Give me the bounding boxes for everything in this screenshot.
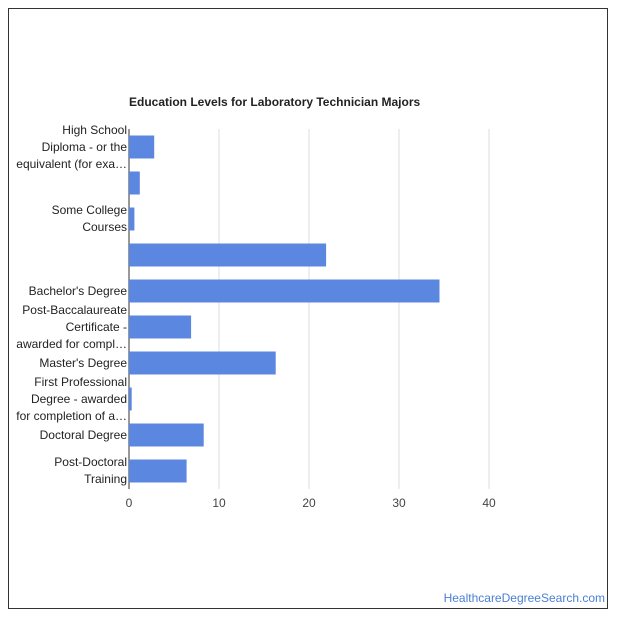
bar[interactable] bbox=[129, 207, 135, 231]
x-tick-label: 10 bbox=[212, 496, 226, 510]
category-label-line: Degree - awarded bbox=[30, 391, 127, 406]
category-label-line: for completion of a… bbox=[16, 408, 127, 423]
bar[interactable] bbox=[129, 387, 132, 411]
category-label: First Professional Degree - awarded for co… bbox=[0, 374, 127, 425]
chart-frame bbox=[8, 8, 608, 609]
source-link[interactable]: HealthcareDegreeSearch.com bbox=[443, 591, 605, 605]
category-label-line: Bachelor's Degree bbox=[28, 283, 127, 298]
category-label: Doctoral Degree bbox=[0, 427, 127, 444]
category-label-line: First Professional bbox=[34, 374, 127, 389]
category-label-line: Master's Degree bbox=[39, 355, 127, 370]
category-label-line: Post-Baccalaureate bbox=[22, 302, 127, 317]
bars bbox=[129, 135, 440, 483]
category-label-line: Some College bbox=[51, 203, 127, 217]
category-label: Master's Degree bbox=[0, 355, 127, 372]
bar[interactable] bbox=[129, 279, 440, 303]
bar[interactable] bbox=[129, 423, 204, 447]
category-label-line: Diploma - or the bbox=[41, 139, 127, 154]
category-label-line: Certificate - bbox=[65, 319, 127, 334]
chart-title: Education Levels for Laboratory Technici… bbox=[129, 95, 421, 109]
x-tick-label: 30 bbox=[392, 496, 406, 510]
category-label-line: High School bbox=[62, 122, 127, 137]
category-label-line: Doctoral Degree bbox=[39, 427, 127, 442]
category-label: Bachelor's Degree bbox=[0, 283, 127, 300]
category-label-line: Training bbox=[84, 472, 127, 486]
bar[interactable] bbox=[129, 243, 327, 267]
x-tick-label: 40 bbox=[482, 496, 496, 510]
bar[interactable] bbox=[129, 351, 276, 375]
category-label-line: equivalent (for exa… bbox=[16, 156, 127, 171]
category-label-line: awarded for compl… bbox=[16, 336, 127, 351]
category-label: Some College Courses bbox=[0, 202, 127, 236]
category-label: Post-Baccalaureate Certificate - awarded f… bbox=[0, 302, 127, 353]
bar[interactable] bbox=[129, 171, 140, 195]
category-label-line: Post-Doctoral bbox=[54, 455, 127, 469]
bar[interactable] bbox=[129, 459, 187, 483]
bar[interactable] bbox=[129, 135, 155, 159]
x-tick-label: 20 bbox=[302, 496, 316, 510]
x-axis-ticks: 0 10 20 30 40 bbox=[126, 496, 496, 510]
category-label: Post-Doctoral Training bbox=[0, 454, 127, 488]
x-tick-label: 0 bbox=[126, 496, 133, 510]
bar[interactable] bbox=[129, 315, 192, 339]
category-label: High School Diploma - or the equivalent (f… bbox=[0, 122, 127, 173]
category-label-line: Courses bbox=[82, 220, 127, 234]
